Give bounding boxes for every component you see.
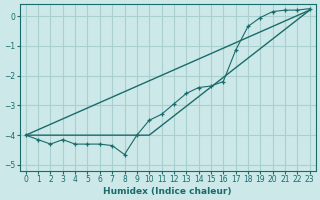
X-axis label: Humidex (Indice chaleur): Humidex (Indice chaleur) bbox=[103, 187, 232, 196]
